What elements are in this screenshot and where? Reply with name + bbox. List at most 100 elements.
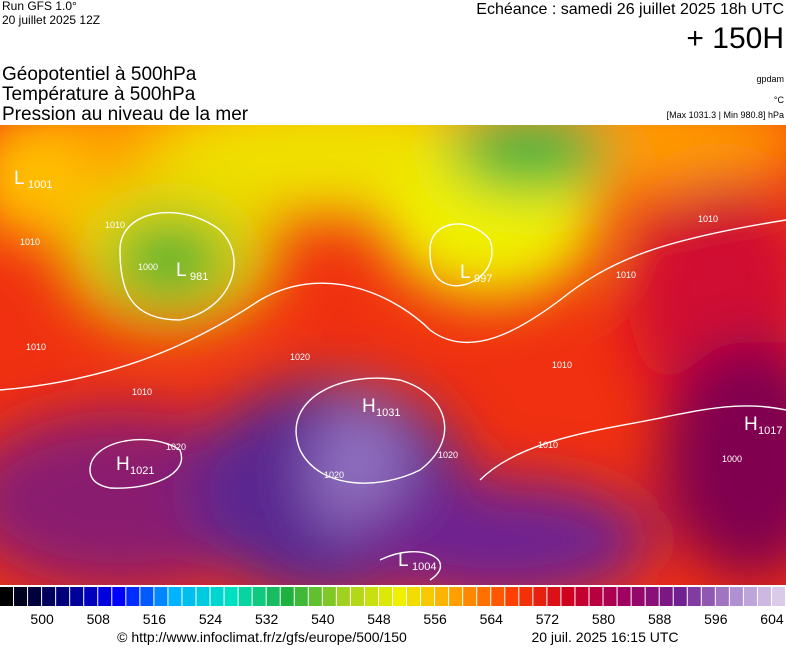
center-type: H: [116, 454, 130, 475]
colorbar-swatch: [463, 587, 477, 606]
colorbar-swatch: [757, 587, 771, 606]
isobars: [0, 211, 786, 581]
colorbar-swatch: [673, 587, 687, 606]
isobar-label: 1000: [722, 454, 742, 464]
colorbar-swatch: [687, 587, 701, 606]
isobar-label: 1010: [552, 360, 572, 370]
title-2: Température à 500hPa: [2, 84, 196, 105]
colorbar-tick-label: 500: [30, 611, 54, 627]
colorbar-swatch: [308, 587, 322, 606]
colorbar-tick-label: 564: [480, 611, 504, 627]
colorbar-swatch: [449, 587, 463, 606]
isobar-label: 1000: [138, 262, 158, 272]
colorbar-swatch: [210, 587, 224, 606]
colorbar-swatch: [168, 587, 182, 606]
colorbar-tick-label: 540: [311, 611, 335, 627]
isobar-label: 1010: [698, 214, 718, 224]
center-type: H: [362, 396, 376, 417]
title-1: Géopotentiel à 500hPa: [2, 64, 197, 85]
colorbar-tick-label: 596: [704, 611, 728, 627]
isobar-label: 1010: [20, 237, 40, 247]
source-url: © http://www.infoclimat.fr/z/gfs/europe/…: [117, 629, 407, 645]
colorbar-swatch: [182, 587, 196, 606]
colorbar-swatch: [603, 587, 617, 606]
colorbar-tick-label: 572: [536, 611, 560, 627]
isobar-label: 1010: [26, 342, 46, 352]
colorbar-swatch: [112, 587, 126, 606]
unit-temp: °C: [774, 95, 785, 105]
colorbar-tick-label: 580: [592, 611, 616, 627]
colorbar-swatch: [140, 587, 154, 606]
colorbar-swatch: [70, 587, 84, 606]
echeance: Echéance : samedi 26 juillet 2025 18h UT…: [476, 1, 784, 18]
center-value: 981: [190, 271, 208, 283]
colorbar-tick-label: 548: [367, 611, 391, 627]
colorbar-swatch: [154, 587, 168, 606]
colorbar-swatch: [659, 587, 673, 606]
isobar-label: 1020: [166, 442, 186, 452]
colorbar-swatch: [533, 587, 547, 606]
colorbar-swatch: [631, 587, 645, 606]
colorbar-swatch: [56, 587, 70, 606]
colorbar-swatch: [350, 587, 364, 606]
colorbar-tick-label: 532: [255, 611, 279, 627]
colorbar-swatch: [771, 587, 785, 606]
center-value: 1001: [28, 179, 52, 191]
map: [0, 125, 786, 585]
isobar-label: 1020: [290, 352, 310, 362]
colorbar-swatch: [364, 587, 378, 606]
colorbar-swatch: [126, 587, 140, 606]
run-label: Run GFS 1.0°: [2, 0, 77, 13]
colorbar-swatch: [196, 587, 210, 606]
colorbar-tick-label: 604: [760, 611, 784, 627]
colorbar-tick-label: 508: [87, 611, 111, 627]
colorbar-swatch: [280, 587, 294, 606]
colorbar-swatch: [589, 587, 603, 606]
colorbar-swatch: [378, 587, 392, 606]
isobar-label: 1010: [616, 270, 636, 280]
lead-time: + 150H: [686, 22, 784, 55]
colorbar-swatch: [407, 587, 421, 606]
run-date: 20 juillet 2025 12Z: [2, 13, 100, 27]
center-value: 1021: [130, 465, 154, 477]
center-type: L: [14, 168, 25, 189]
colorbar-swatch: [421, 587, 435, 606]
colorbar-swatch: [505, 587, 519, 606]
colorbar-swatch: [393, 587, 407, 606]
colorbar-tick-label: 556: [423, 611, 447, 627]
colorbar: 500 508 516 524 532 540 548 556 564 572 580 588 596 6…: [0, 587, 785, 627]
colorbar-swatch: [0, 587, 14, 606]
colorbar-swatch: [715, 587, 729, 606]
field: [0, 125, 786, 585]
center-value: 1017: [758, 425, 782, 437]
colorbar-swatch: [477, 587, 491, 606]
colorbar-swatch: [701, 587, 715, 606]
isobar-label: 1010: [105, 220, 125, 230]
extremes: [Max 1031.3 | Min 980.8] hPa: [667, 110, 784, 120]
center-value: 1031: [376, 407, 400, 419]
colorbar-tick-label: 588: [648, 611, 672, 627]
generated-time: 20 juil. 2025 16:15 UTC: [531, 629, 678, 645]
colorbar-swatch: [14, 587, 28, 606]
colorbar-swatch: [575, 587, 589, 606]
colorbar-swatch: [617, 587, 631, 606]
colorbar-swatch: [294, 587, 308, 606]
colorbar-swatch: [252, 587, 266, 606]
isobar-label: 1010: [538, 440, 558, 450]
isobar-label: 1010: [132, 387, 152, 397]
colorbar-swatch: [238, 587, 252, 606]
colorbar-swatch: [266, 587, 280, 606]
colorbar-swatch: [98, 587, 112, 606]
colorbar-swatch: [645, 587, 659, 606]
center-type: L: [176, 260, 187, 281]
colorbar-swatch: [561, 587, 575, 606]
colorbar-tick-label: 516: [143, 611, 167, 627]
center-value: 997: [474, 273, 492, 285]
colorbar-swatch: [42, 587, 56, 606]
center-value: 1004: [412, 561, 436, 573]
center-type: L: [460, 262, 471, 283]
colorbar-swatch: [729, 587, 743, 606]
colorbar-swatch: [322, 587, 336, 606]
